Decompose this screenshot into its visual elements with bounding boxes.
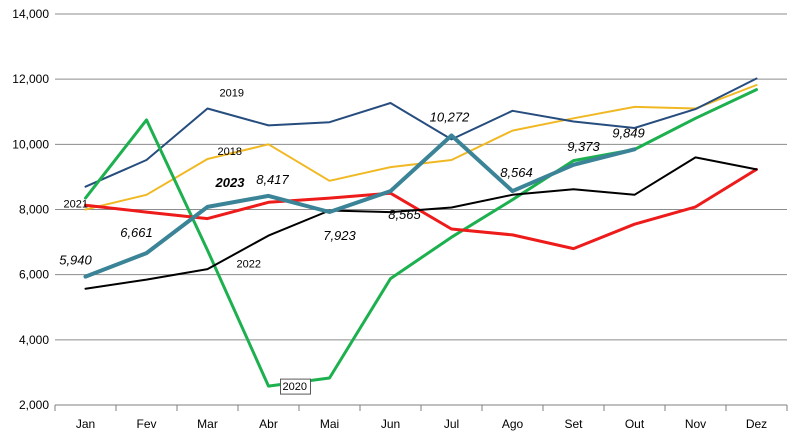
x-tick-label: Abr bbox=[259, 417, 278, 431]
series-line-2020 bbox=[84, 88, 758, 388]
data-label-2023-Jan: 5,940 bbox=[59, 253, 92, 268]
x-tick-label: Mai bbox=[320, 417, 339, 431]
x-tick-label: Nov bbox=[685, 417, 706, 431]
y-tick-label: 6,000 bbox=[19, 268, 49, 282]
data-label-2023-Fev: 6,661 bbox=[120, 225, 153, 240]
x-tick-label: Set bbox=[564, 417, 583, 431]
x-tick-label: Jul bbox=[444, 417, 459, 431]
series-label-2022: 2022 bbox=[237, 259, 261, 271]
y-tick-label: 4,000 bbox=[19, 333, 49, 347]
series-label-2023: 2023 bbox=[215, 175, 246, 190]
series-line-2023 bbox=[83, 133, 637, 279]
series-label-2018: 2018 bbox=[218, 146, 242, 158]
series-line-2022 bbox=[84, 156, 758, 290]
data-label-2023-Ago: 8,564 bbox=[500, 165, 533, 180]
series-line-2018 bbox=[84, 84, 758, 211]
data-label-2023-Mai: 7,923 bbox=[323, 228, 356, 243]
data-labels: 5,940 6,661 8,417 7,923 8,565 10,272 8,564 9,37… bbox=[59, 109, 645, 267]
y-tick-label: 14,000 bbox=[12, 7, 49, 21]
series-line-2021 bbox=[84, 167, 758, 251]
x-tick-label: Mar bbox=[197, 417, 218, 431]
y-tick-label: 8,000 bbox=[19, 203, 49, 217]
x-tick-label: Out bbox=[625, 417, 645, 431]
data-label-2023-Out: 9,849 bbox=[612, 125, 645, 140]
data-label-2023-Jul: 10,272 bbox=[430, 109, 471, 124]
x-tick-label: Dez bbox=[746, 417, 767, 431]
x-tick-label: Jun bbox=[381, 417, 400, 431]
data-label-2023-Set: 9,373 bbox=[567, 139, 600, 154]
y-tick-label: 2,000 bbox=[19, 398, 49, 412]
data-label-2023-Jun: 8,565 bbox=[388, 207, 421, 222]
series-label-2019: 2019 bbox=[220, 87, 244, 99]
x-tick-label: Fev bbox=[136, 417, 156, 431]
series-lines bbox=[83, 77, 758, 388]
series-label-2020: 2020 bbox=[283, 381, 307, 393]
series-label-box bbox=[280, 378, 311, 395]
x-axis-ticks: Jan Fev Mar Abr Mai Jun Jul Ago Set Out Nov Dez bbox=[54, 405, 788, 431]
x-tick-label: Ago bbox=[502, 417, 524, 431]
series-labels: 2018 2019 2020 2021 2022 2023 bbox=[64, 87, 311, 395]
y-tick-label: 12,000 bbox=[12, 72, 49, 86]
series-label-2021: 2021 bbox=[64, 198, 88, 210]
y-tick-label: 10,000 bbox=[12, 137, 49, 151]
data-label-2023-Abr: 8,417 bbox=[256, 172, 289, 187]
x-tick-label: Jan bbox=[76, 417, 95, 431]
series-line-2019 bbox=[84, 77, 758, 188]
y-axis-ticks: 2,000 4,000 6,000 8,000 10,000 12,000 14,000 bbox=[12, 7, 49, 412]
